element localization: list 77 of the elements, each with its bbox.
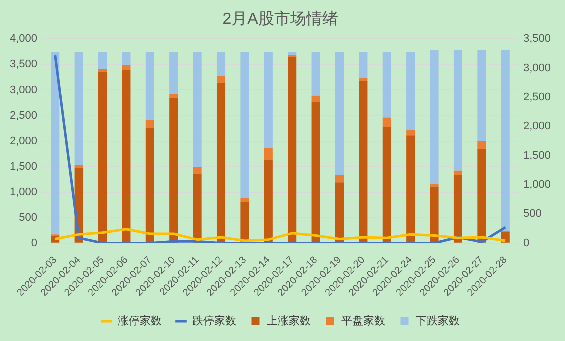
y2-tick-label: 1,000	[523, 179, 552, 192]
bar	[430, 186, 439, 243]
bar	[146, 120, 154, 128]
y-tick-label: 1,500	[10, 160, 38, 173]
bar	[216, 52, 226, 76]
bar	[382, 127, 392, 243]
bar	[454, 50, 462, 171]
y-tick-label: 4,000	[10, 33, 38, 46]
legend-label: 下跌家数	[416, 314, 460, 328]
bar	[240, 202, 250, 243]
legend-label: 上涨家数	[266, 314, 311, 328]
bar	[359, 52, 368, 78]
bar	[122, 52, 131, 66]
y2-tick-label: 3,500	[523, 33, 552, 46]
bar	[240, 52, 250, 198]
bar	[216, 83, 226, 243]
bar	[170, 98, 178, 243]
y2-tick-label: 1,500	[523, 150, 552, 162]
bar	[406, 136, 416, 243]
bar	[501, 50, 510, 232]
bar	[430, 50, 439, 184]
y-tick-label: 2,000	[10, 135, 38, 148]
y2-tick-label: 3,000	[523, 62, 552, 74]
bar	[122, 65, 131, 70]
legend-label: 涨停家数	[118, 314, 162, 328]
bar	[478, 50, 486, 142]
bar	[312, 52, 320, 96]
y-tick-label: 2,500	[10, 110, 38, 122]
bar	[264, 148, 273, 160]
bar	[359, 78, 368, 82]
bar	[146, 52, 154, 120]
y-tick-label: 3,500	[10, 58, 38, 71]
legend-label: 跌停家数	[192, 314, 236, 328]
bar	[430, 184, 439, 187]
y-tick-label: 1,000	[10, 186, 38, 198]
bar	[382, 118, 392, 128]
y2-tick-label: 2,500	[523, 92, 552, 104]
bar	[478, 141, 486, 150]
bar	[478, 149, 486, 243]
bar	[288, 52, 297, 56]
bar	[74, 52, 84, 166]
bar	[406, 130, 416, 136]
y-tick-label: 0	[31, 237, 38, 250]
bar	[98, 52, 108, 70]
bar	[264, 160, 273, 243]
bar	[312, 96, 320, 102]
bar	[98, 69, 108, 72]
bar	[335, 182, 344, 243]
bar	[288, 57, 297, 243]
bar	[193, 174, 202, 243]
bar	[146, 128, 154, 243]
y-tick-label: 500	[19, 212, 38, 224]
bar	[122, 70, 131, 243]
y2-tick-label: 2,000	[523, 120, 552, 133]
bar	[406, 52, 416, 131]
bar	[216, 76, 226, 84]
bar	[382, 52, 392, 118]
y2-tick-label: 500	[523, 208, 542, 220]
bar	[170, 94, 178, 98]
bar	[454, 170, 462, 175]
bar	[74, 165, 84, 168]
bar	[264, 52, 273, 148]
y-tick-label: 3,000	[10, 84, 38, 96]
bar	[359, 82, 368, 243]
y2-tick-label: 0	[523, 237, 530, 250]
bar	[51, 52, 60, 235]
legend-label: 平盘家数	[341, 314, 386, 328]
bar	[98, 72, 108, 243]
bar	[312, 102, 320, 243]
bar	[454, 174, 462, 243]
bar	[170, 52, 178, 94]
bar	[335, 174, 344, 183]
bar	[193, 52, 202, 168]
bar	[335, 52, 344, 175]
bar	[193, 167, 202, 174]
chart-title: 2月A股市场情绪	[222, 10, 338, 28]
bar	[240, 198, 250, 203]
